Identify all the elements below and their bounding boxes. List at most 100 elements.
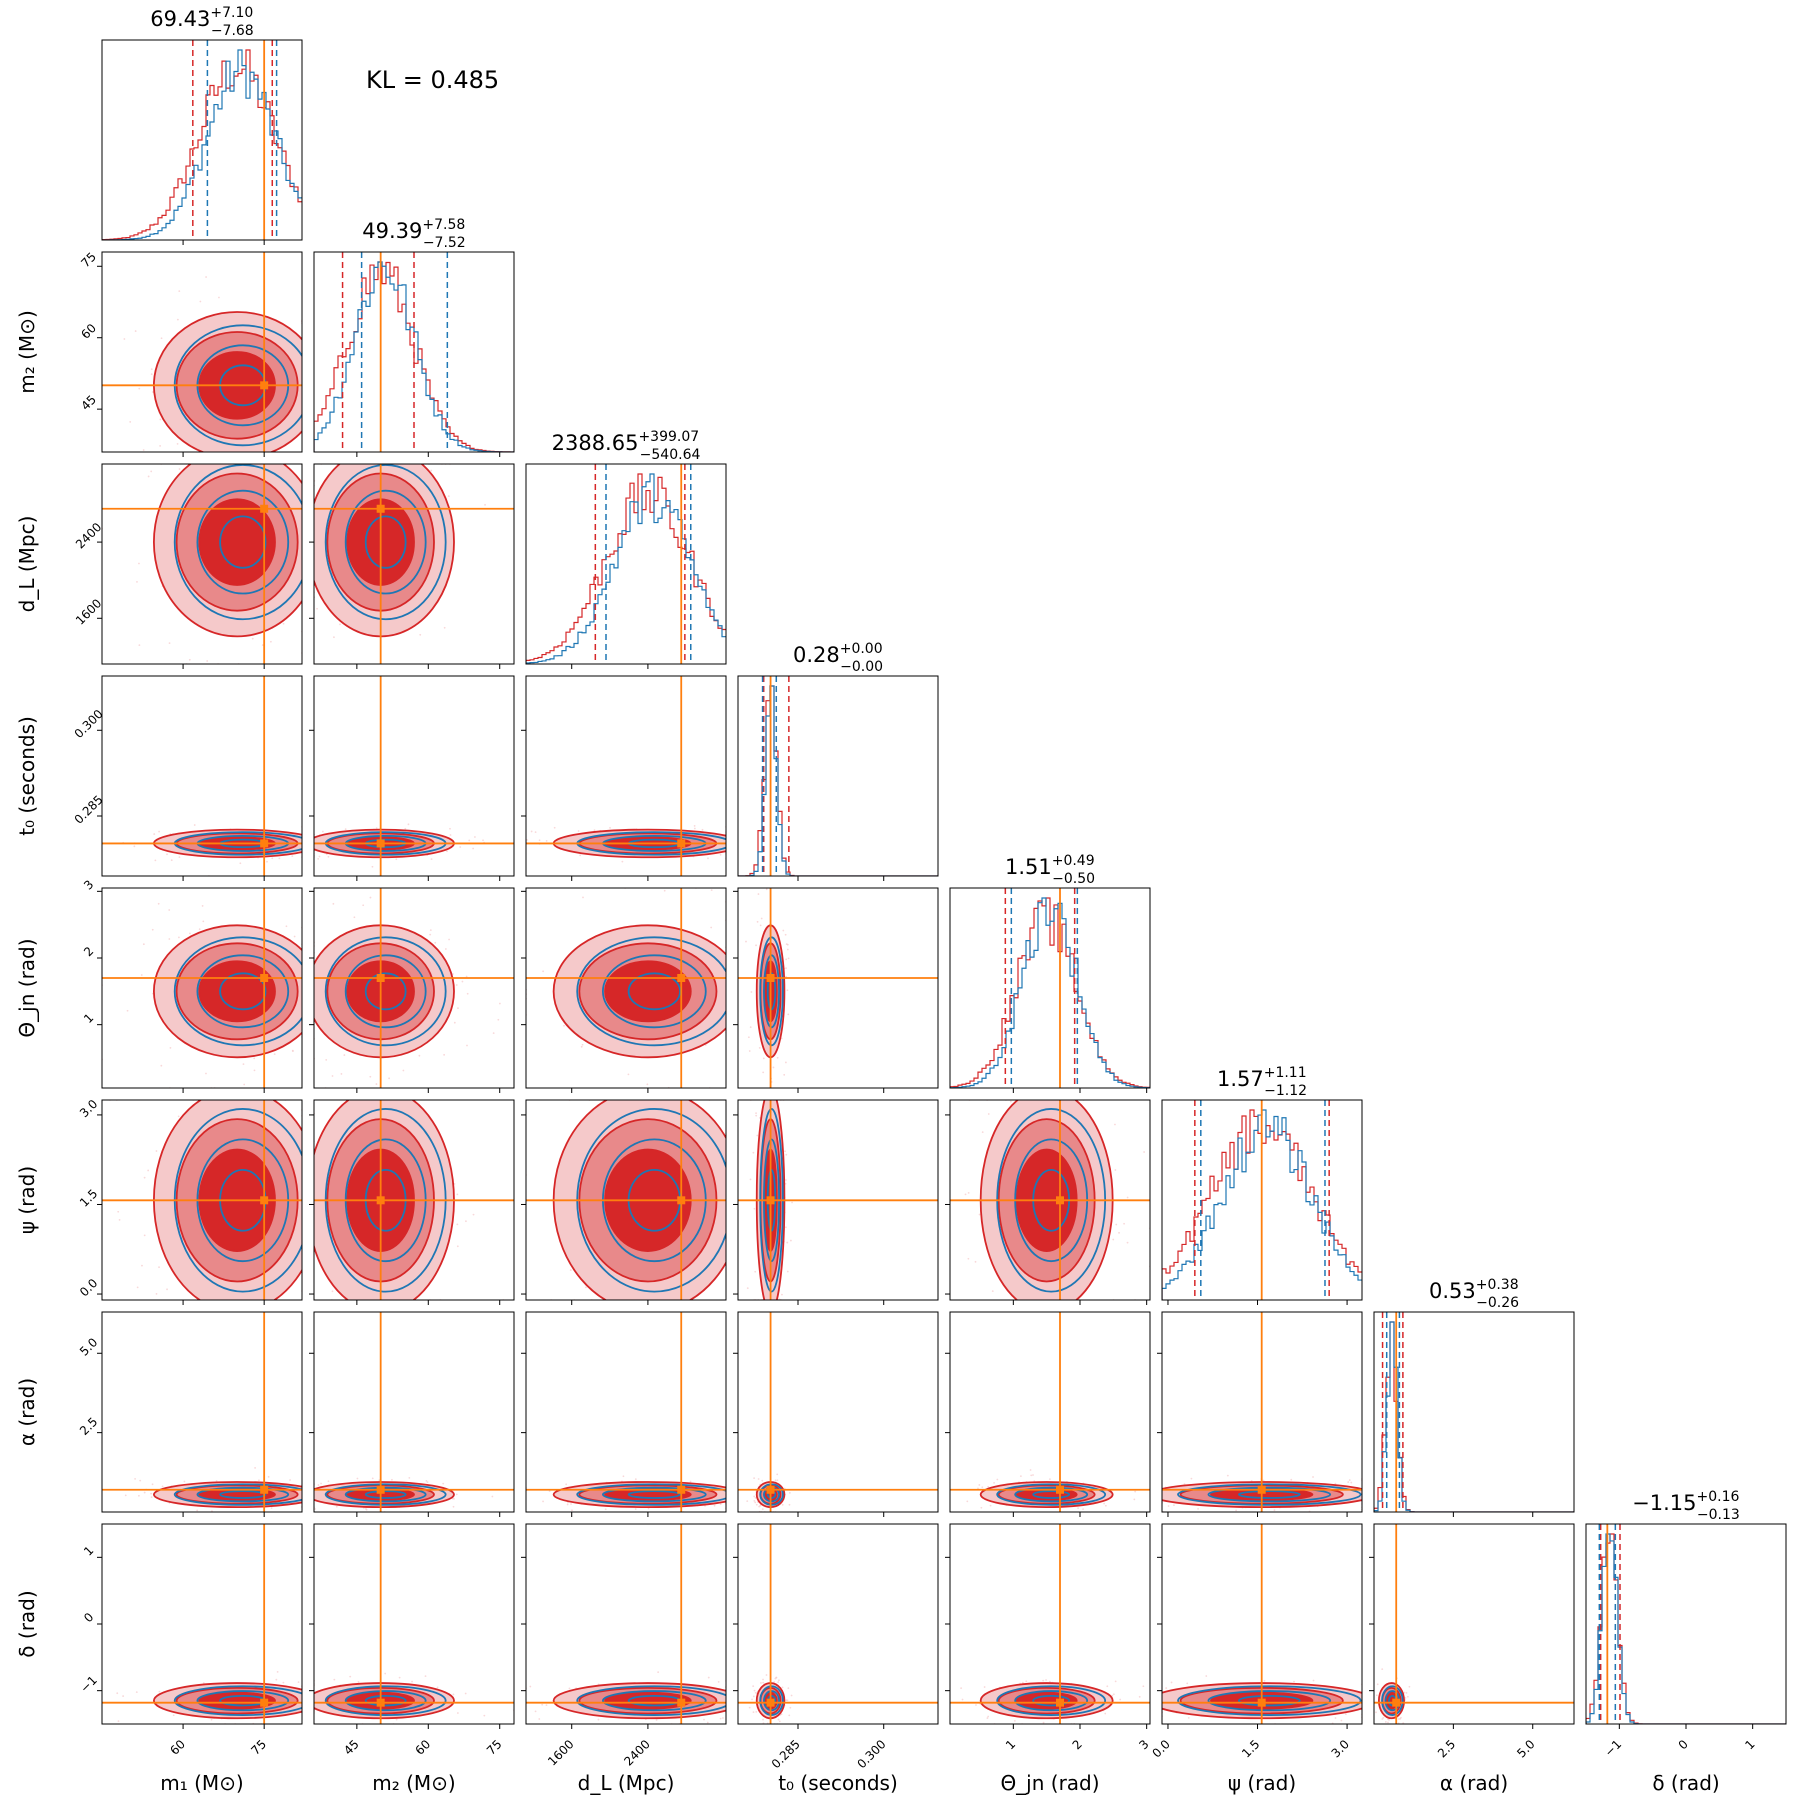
scatter-point (150, 470, 153, 473)
scatter-point (780, 1713, 783, 1716)
x-tick-label: 45 (341, 1737, 362, 1758)
scatter-point (443, 626, 446, 629)
scatter-point (1123, 1222, 1125, 1225)
scatter-point (789, 1706, 792, 1709)
scatter-point (1082, 1508, 1084, 1511)
scatter-point (317, 1484, 320, 1486)
panel-content (738, 1312, 938, 1512)
scatter-point (140, 974, 143, 976)
panel-t0-delta: 0.285 0.300 (733, 1523, 939, 1771)
scatter-point (745, 940, 747, 943)
panel-frame (1161, 1099, 1363, 1301)
scatter-point (719, 1717, 722, 1720)
panel-content (102, 1312, 302, 1512)
scatter-point (534, 1710, 537, 1713)
contour-blue-1 (1207, 1486, 1332, 1503)
scatter-point (172, 1714, 175, 1717)
y-axis-label-psi: ψ (rad) (15, 1166, 39, 1234)
y-axis-label-dL: d_L (Mpc) (15, 516, 39, 613)
scatter-point (1114, 1169, 1117, 1171)
scatter-point (755, 1112, 757, 1115)
scatter-point (1009, 1100, 1012, 1103)
scatter-point (1170, 1681, 1173, 1684)
scatter-point (449, 827, 451, 830)
scatter-point (429, 929, 432, 932)
scatter-point (276, 1670, 279, 1673)
scatter-point (755, 1114, 758, 1117)
scatter-point (707, 1676, 710, 1679)
histogram-red (102, 49, 302, 240)
truth-marker (1257, 1485, 1266, 1494)
contour-blue-0 (1381, 1685, 1404, 1716)
title-plus: +0.38 (1476, 1277, 1519, 1293)
title-minus: −540.64 (640, 447, 701, 463)
scatter-point (459, 846, 462, 848)
scatter-point (788, 1491, 791, 1494)
scatter-point (371, 1477, 374, 1480)
scatter-point (193, 824, 196, 826)
scatter-point (205, 1072, 207, 1075)
y-tick-label: 45 (78, 392, 99, 413)
scatter-point (786, 989, 789, 992)
scatter-point (122, 1695, 125, 1697)
truth-marker (260, 1698, 269, 1707)
contour-blue-0 (759, 1685, 784, 1716)
scatter-point (752, 1711, 755, 1714)
x-axis-label-m1: m₁ (M⊙) (160, 1771, 243, 1795)
scatter-point (419, 633, 422, 636)
scatter-point (344, 828, 347, 831)
scatter-point (1187, 1717, 1190, 1719)
scatter-point (357, 1680, 360, 1683)
scatter-point (316, 607, 318, 610)
scatter-point (541, 1703, 544, 1706)
scatter-point (961, 1698, 964, 1701)
scatter-point (789, 1239, 792, 1242)
scatter-point (646, 1083, 649, 1086)
scatter-point (597, 1718, 600, 1721)
scatter-point (787, 1013, 790, 1016)
scatter-point (1403, 1691, 1406, 1694)
panel-m1: 69.43+7.10 −7.68 (101, 5, 303, 245)
scatter-point (447, 495, 450, 498)
scatter-point (443, 1053, 446, 1056)
scatter-point (1408, 1685, 1411, 1688)
scatter-point (1384, 1721, 1387, 1723)
scatter-point (722, 1717, 724, 1719)
scatter-point (585, 1286, 587, 1289)
scatter-point (254, 1467, 257, 1469)
panel-content (102, 40, 302, 240)
panel-content (526, 676, 726, 876)
scatter-point (160, 337, 163, 340)
scatter-point (553, 826, 556, 829)
title-minus: −7.68 (211, 23, 254, 39)
panel-content (950, 1100, 1150, 1300)
x-axis-label-t0: t₀ (seconds) (778, 1771, 898, 1795)
scatter-point (285, 925, 288, 928)
histogram-red (738, 685, 938, 876)
title-minus: −0.26 (1476, 1295, 1519, 1311)
scatter-point (124, 1494, 127, 1497)
scatter-point (183, 1480, 186, 1483)
diag-title-m2: 49.39+7.58 −7.52 (362, 217, 465, 251)
contour-blue-1 (344, 954, 427, 1029)
scatter-point (1400, 1716, 1402, 1719)
scatter-point (752, 1695, 755, 1698)
scatter-point (139, 1479, 142, 1482)
scatter-point (161, 1485, 164, 1488)
panel-content (950, 1524, 1150, 1724)
panel-dL-theta_jn (521, 887, 727, 1093)
panel-dL-psi (521, 1099, 727, 1305)
scatter-point (150, 373, 153, 376)
truth-marker (677, 839, 686, 848)
truth-marker (376, 974, 385, 982)
scatter-point (785, 943, 788, 946)
contour-blue-1 (602, 954, 707, 1029)
panel-t0: 0.28+0.00 −0.00 (737, 641, 939, 881)
contour-blue-0 (1177, 1483, 1362, 1506)
scatter-point (1030, 1474, 1033, 1477)
scatter-point (142, 943, 145, 946)
scatter-point (754, 1691, 757, 1694)
scatter-point (442, 1482, 445, 1485)
scatter-point (762, 1071, 765, 1074)
scatter-point (196, 1509, 199, 1512)
